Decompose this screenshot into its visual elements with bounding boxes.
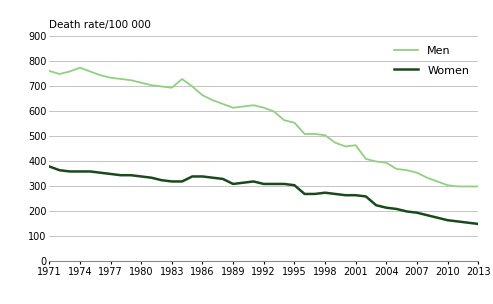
Women (261, 182, 267, 186)
Men (200, 93, 206, 97)
Men (159, 85, 165, 88)
Women (373, 203, 379, 207)
Men (404, 168, 410, 172)
Men (87, 70, 93, 73)
Men (261, 106, 267, 109)
Women (343, 193, 349, 197)
Men (250, 103, 256, 107)
Women (281, 182, 287, 186)
Line: Women: Women (49, 167, 478, 224)
Women (138, 174, 144, 178)
Men (302, 132, 308, 136)
Women (230, 182, 236, 186)
Women (322, 191, 328, 195)
Women (475, 222, 481, 226)
Women (189, 174, 195, 178)
Men (445, 183, 451, 187)
Men (57, 72, 63, 76)
Women (384, 206, 389, 209)
Women (465, 221, 471, 225)
Men (230, 106, 236, 109)
Men (332, 141, 338, 144)
Men (98, 73, 104, 77)
Women (302, 192, 308, 196)
Women (352, 193, 358, 197)
Women (241, 181, 246, 185)
Women (434, 216, 440, 219)
Men (414, 171, 420, 174)
Men (281, 118, 287, 122)
Men (424, 176, 430, 180)
Men (77, 66, 83, 70)
Women (271, 182, 277, 186)
Men (210, 98, 215, 102)
Men (128, 78, 134, 82)
Women (210, 176, 215, 180)
Women (445, 218, 451, 222)
Line: Men: Men (49, 68, 478, 186)
Men (179, 77, 185, 81)
Men (241, 105, 246, 108)
Men (393, 167, 399, 171)
Women (291, 183, 297, 187)
Women (98, 171, 104, 174)
Men (271, 110, 277, 113)
Women (46, 165, 52, 168)
Men (67, 70, 72, 73)
Women (179, 180, 185, 183)
Men (434, 180, 440, 183)
Men (373, 160, 379, 163)
Men (107, 76, 113, 80)
Women (414, 211, 420, 215)
Women (250, 180, 256, 183)
Women (57, 168, 63, 172)
Women (169, 180, 175, 183)
Women (77, 170, 83, 173)
Men (46, 69, 52, 73)
Men (475, 185, 481, 188)
Men (169, 86, 175, 90)
Women (118, 173, 124, 177)
Men (118, 77, 124, 81)
Women (404, 210, 410, 213)
Men (455, 185, 461, 188)
Men (352, 143, 358, 147)
Women (424, 213, 430, 217)
Women (220, 177, 226, 181)
Women (128, 173, 134, 177)
Women (363, 195, 369, 198)
Men (384, 161, 389, 164)
Women (393, 207, 399, 211)
Men (312, 132, 318, 136)
Men (138, 81, 144, 85)
Men (465, 185, 471, 188)
Text: Death rate/100 000: Death rate/100 000 (49, 20, 151, 30)
Men (291, 121, 297, 125)
Women (332, 192, 338, 196)
Women (87, 170, 93, 173)
Men (220, 102, 226, 106)
Men (148, 83, 154, 87)
Women (159, 178, 165, 182)
Legend: Men, Women: Men, Women (390, 42, 473, 79)
Women (67, 170, 72, 173)
Men (322, 133, 328, 137)
Women (148, 176, 154, 180)
Women (455, 219, 461, 223)
Men (189, 85, 195, 88)
Women (107, 172, 113, 176)
Men (343, 145, 349, 148)
Women (312, 192, 318, 196)
Women (200, 174, 206, 178)
Men (363, 157, 369, 161)
